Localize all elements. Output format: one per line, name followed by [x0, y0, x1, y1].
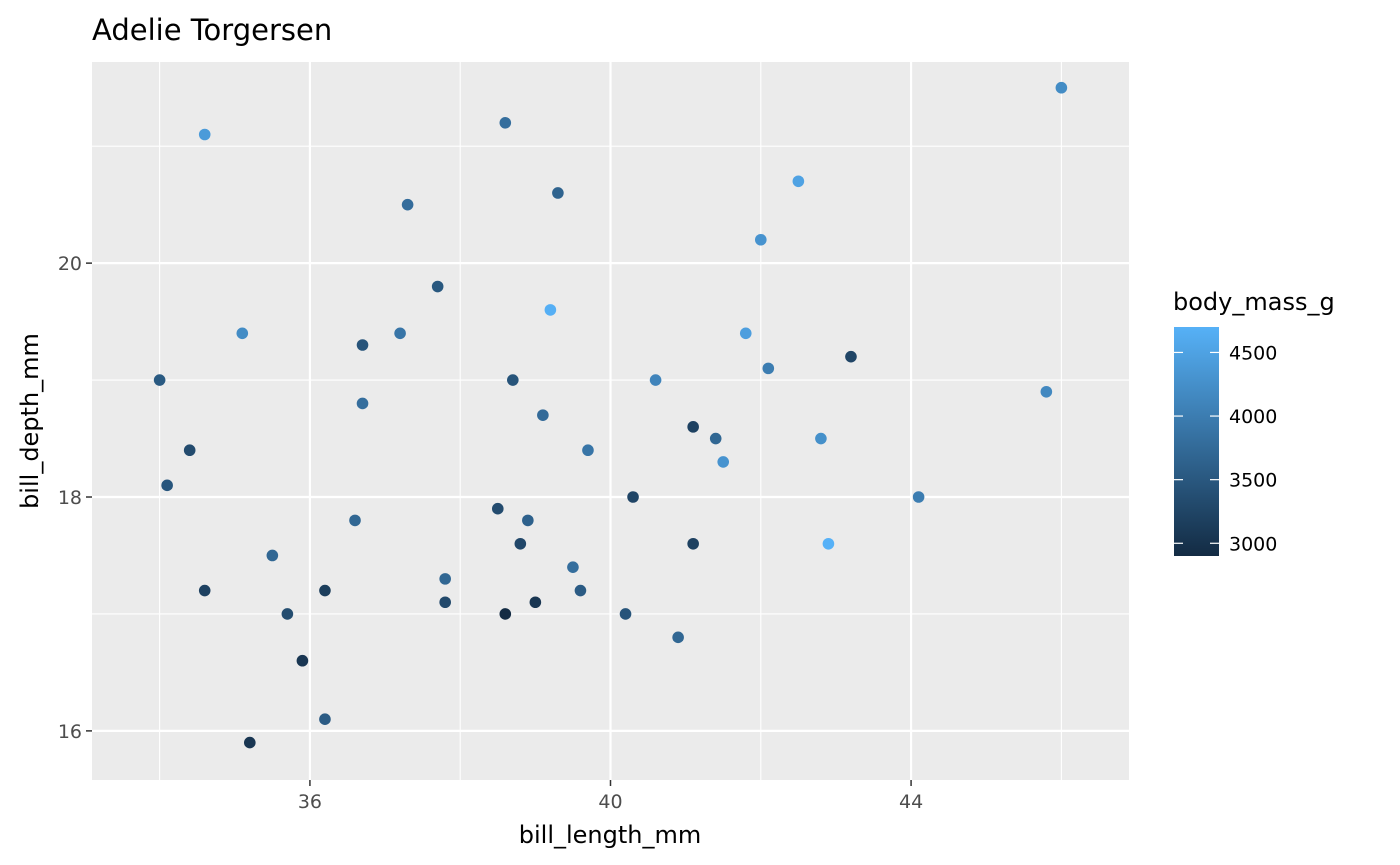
legend-tick-label: 4500: [1229, 342, 1277, 364]
data-point: [296, 654, 309, 667]
data-point: [356, 339, 369, 351]
chart-title: Adelie Torgersen: [92, 13, 332, 47]
legend-ticks: 3000 3500 4000 4500: [1174, 342, 1277, 555]
data-point: [762, 362, 775, 375]
x-tick-label: 44: [899, 791, 923, 813]
data-point: [627, 491, 639, 503]
y-tick-label: 16: [58, 721, 82, 743]
data-point: [394, 327, 406, 340]
data-point: [754, 233, 767, 246]
data-point: [198, 584, 211, 597]
data-point: [183, 444, 196, 457]
data-point: [567, 561, 579, 573]
data-point: [739, 327, 752, 340]
data-point: [349, 514, 361, 527]
data-point: [537, 409, 549, 421]
data-point: [1055, 81, 1068, 94]
data-point: [582, 444, 594, 457]
y-tick-label: 18: [58, 487, 82, 509]
data-point: [717, 456, 730, 468]
color-legend: body_mass_g 3000 3500 4000 4500: [1173, 288, 1335, 556]
x-tick-label: 36: [298, 791, 322, 813]
x-axis: 36 40 44: [298, 780, 923, 813]
data-point: [198, 128, 211, 141]
data-point: [507, 374, 519, 386]
data-point: [401, 198, 414, 211]
data-point: [1040, 385, 1053, 398]
data-point: [499, 117, 512, 129]
data-point: [439, 573, 451, 585]
legend-tick-label: 4000: [1229, 406, 1277, 428]
major-gridlines: [92, 62, 1129, 780]
data-point: [544, 304, 557, 316]
data-point: [619, 608, 632, 620]
data-point: [522, 514, 534, 527]
data-point: [709, 432, 722, 445]
legend-title: body_mass_g: [1173, 288, 1335, 316]
data-point: [356, 397, 369, 410]
y-axis-title: bill_depth_mm: [16, 333, 44, 509]
data-point: [319, 713, 331, 725]
data-point: [266, 549, 279, 562]
data-point: [153, 374, 166, 386]
data-point: [845, 350, 857, 363]
data-point: [687, 537, 699, 550]
data-point: [552, 187, 564, 199]
data-point: [514, 537, 527, 550]
legend-tick-label: 3500: [1229, 470, 1277, 492]
data-point: [499, 608, 512, 620]
data-point: [912, 491, 925, 503]
data-point: [822, 537, 835, 550]
data-point: [236, 327, 249, 340]
data-point: [439, 596, 451, 609]
data-point: [687, 421, 699, 433]
data-point: [491, 502, 504, 515]
data-point: [319, 584, 331, 597]
data-point: [431, 280, 444, 293]
data-points: [153, 81, 1068, 749]
y-tick-label: 20: [58, 253, 82, 275]
data-point: [574, 584, 587, 597]
legend-tick-label: 3000: [1229, 533, 1277, 555]
data-point: [281, 608, 294, 620]
data-point: [815, 432, 827, 445]
data-point: [161, 479, 173, 492]
y-axis: 16 18 20: [58, 253, 92, 743]
data-point: [529, 596, 542, 609]
data-point: [792, 175, 805, 188]
data-point: [672, 631, 684, 644]
legend-colorbar: [1174, 327, 1219, 556]
data-point: [649, 374, 662, 386]
x-tick-label: 40: [598, 791, 622, 813]
x-axis-title: bill_length_mm: [519, 821, 702, 849]
data-point: [244, 736, 256, 749]
